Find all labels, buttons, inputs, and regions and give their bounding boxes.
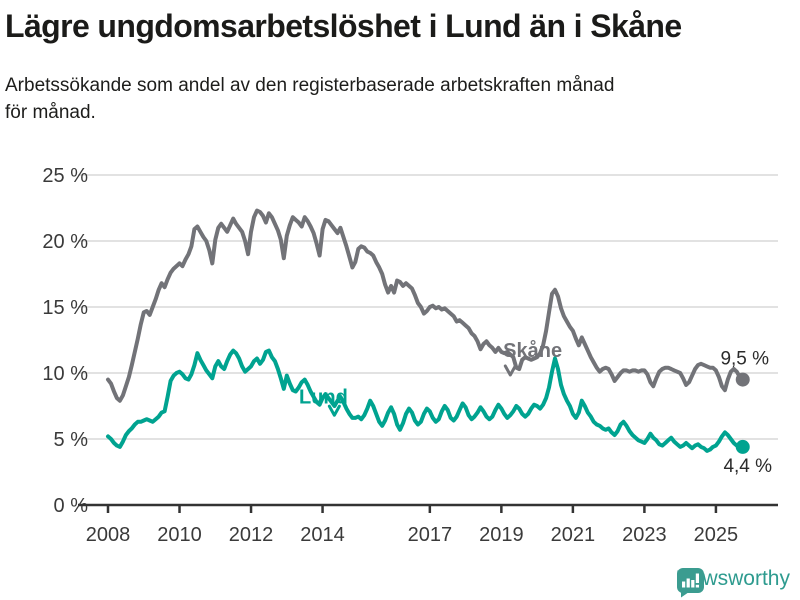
page-title: Lägre ungdomsarbetslöshet i Lund än i Sk… [5, 8, 682, 44]
lund-end-value-label: 4,4 % [723, 456, 772, 477]
series-label-lund: Lund [299, 386, 348, 408]
newsworthy-logo-icon [676, 568, 704, 598]
x-axis-label-2025: 2025 [694, 524, 739, 546]
lund-end-dot [735, 439, 750, 454]
y-axis-label-15: 15 % [42, 297, 88, 319]
skne-end-dot [735, 372, 750, 387]
x-axis-label-2023: 2023 [622, 524, 667, 546]
series-label-arrow-lund [327, 404, 341, 417]
x-axis-label-2010: 2010 [157, 524, 202, 546]
y-axis-label-25: 25 % [42, 165, 88, 187]
x-axis-label-2019: 2019 [479, 524, 524, 546]
series-label-arrow-skne [503, 364, 517, 377]
lund-line [106, 348, 745, 453]
x-axis-label-2017: 2017 [408, 524, 453, 546]
skne-line [106, 208, 745, 403]
y-axis-label-10: 10 % [42, 363, 88, 385]
x-axis-label-2008: 2008 [86, 524, 131, 546]
chart-subtitle: Arbetssökande som andel av den registerb… [5, 72, 795, 126]
y-axis-label-0: 0 % [54, 495, 89, 517]
subtitle-line-2: för månad. [5, 102, 96, 123]
series-label-skne: Skåne [503, 339, 562, 362]
y-axis-label-5: 5 % [54, 429, 89, 451]
x-axis-label-2021: 2021 [551, 524, 596, 546]
subtitle-line-1: Arbetssökande som andel av den registerb… [5, 75, 615, 96]
brand-name: Newsworthy [675, 567, 790, 590]
x-axis-label-2012: 2012 [229, 524, 274, 546]
newsworthy-logo: Newsworthy [675, 567, 790, 598]
x-axis-label-2014: 2014 [300, 524, 345, 546]
skne-end-value-label: 9,5 % [720, 349, 769, 370]
y-axis-label-20: 20 % [42, 231, 88, 253]
